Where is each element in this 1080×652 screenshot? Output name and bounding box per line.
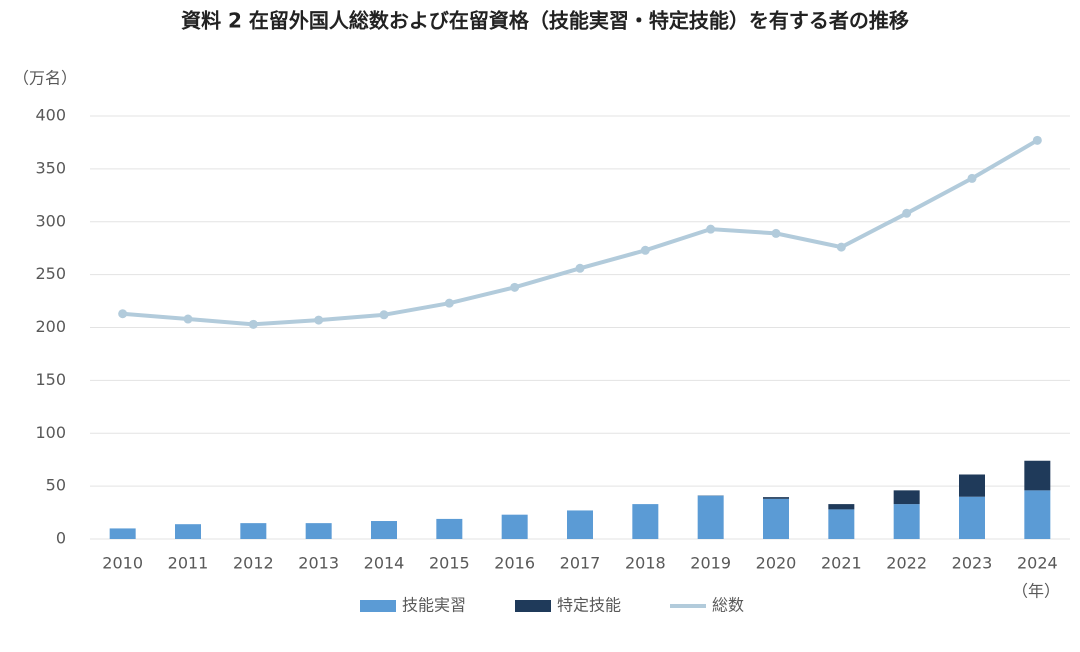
legend-swatch (515, 600, 551, 612)
line-marker (314, 315, 324, 325)
x-tick-label: 2022 (886, 554, 927, 573)
x-axis-label: （年） (1012, 582, 1060, 601)
line-marker (444, 298, 454, 308)
bar (697, 495, 724, 539)
y-tick-label: 0 (56, 529, 66, 548)
bar (371, 521, 397, 539)
x-tick-label: 2011 (168, 554, 209, 573)
x-tick-label: 2023 (952, 554, 993, 573)
bar (567, 510, 593, 539)
line-marker (836, 242, 846, 252)
bar (1024, 460, 1051, 491)
bar (109, 528, 136, 539)
x-tick-label: 2010 (102, 554, 143, 573)
y-tick-label: 300 (35, 211, 66, 230)
bar (893, 504, 920, 539)
bar (893, 490, 920, 505)
line-marker (510, 282, 520, 292)
y-tick-label: 200 (35, 317, 66, 336)
bar (959, 496, 985, 539)
x-tick-label: 2016 (494, 554, 535, 573)
x-tick-label: 2014 (364, 554, 405, 573)
x-tick-label: 2017 (560, 554, 601, 573)
x-tick-label: 2024 (1017, 554, 1058, 573)
y-tick-label: 50 (46, 476, 66, 495)
bar (240, 523, 267, 539)
bar (175, 524, 201, 539)
x-tick-label: 2019 (690, 554, 731, 573)
y-tick-label: 400 (35, 106, 66, 125)
line-marker (248, 319, 258, 329)
line-marker (118, 309, 128, 319)
line-marker (1032, 135, 1042, 145)
y-tick-label: 350 (35, 158, 66, 177)
bar (828, 509, 855, 539)
legend-label: 総数 (712, 596, 744, 615)
bar (632, 504, 659, 539)
y-tick-label: 100 (35, 423, 66, 442)
x-tick-label: 2018 (625, 554, 666, 573)
line-marker (183, 314, 193, 324)
line-marker (771, 228, 781, 238)
legend-label: 技能実習 (402, 596, 466, 615)
y-axis-label: （万名） (13, 69, 77, 88)
line-marker (575, 263, 585, 273)
bar (828, 504, 855, 510)
bar (436, 518, 463, 539)
line-marker (640, 245, 650, 255)
x-tick-label: 2013 (298, 554, 339, 573)
x-tick-label: 2021 (821, 554, 862, 573)
bar (305, 523, 332, 539)
line (122, 138, 1039, 327)
x-tick-label: 2015 (429, 554, 470, 573)
bar (1024, 490, 1051, 539)
x-tick-label: 2020 (756, 554, 797, 573)
bar (763, 497, 789, 499)
bar (959, 474, 985, 497)
y-tick-label: 250 (35, 264, 66, 283)
bar (501, 514, 528, 539)
chart-title: 資料 2 在留外国人総数および在留資格（技能実習・特定技能）を有する者の推移 (181, 9, 909, 33)
line-marker (706, 224, 716, 234)
line-marker (967, 173, 977, 183)
x-tick-label: 2012 (233, 554, 274, 573)
bar (763, 498, 789, 539)
line-marker (379, 310, 389, 320)
legend-swatch (360, 600, 396, 612)
legend-label: 特定技能 (557, 596, 621, 615)
line-marker (902, 208, 912, 218)
y-tick-label: 150 (35, 370, 66, 389)
